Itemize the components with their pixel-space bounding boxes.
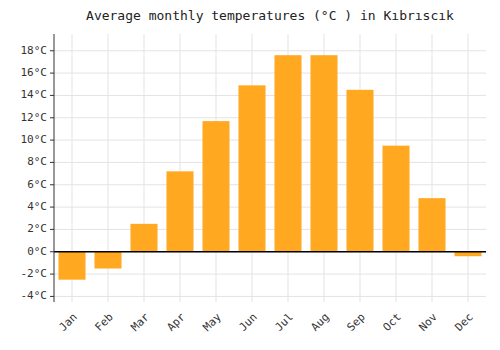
y-tick	[50, 229, 54, 230]
y-grid-line	[54, 251, 486, 252]
y-tick	[50, 50, 54, 51]
y-tick	[50, 73, 54, 74]
y-tick	[50, 162, 54, 163]
x-axis: Jan Feb Mar Apr May Jun Jul Aug Sep Oct Nov Dec	[57, 310, 476, 334]
bar	[311, 55, 338, 252]
y-grid-line	[54, 50, 486, 51]
y-grid-line	[54, 274, 486, 275]
y-tick-label: -4°C	[21, 289, 48, 302]
y-axis: -4°C -2°C 0°C 2°C 4°C 6°C 8°C 10°C 12°C 14°C 16°C 1…	[21, 34, 55, 302]
x-tick-label: Sep	[345, 311, 368, 334]
chart: Average monthly temperatures (°C ) in Kı…	[0, 0, 500, 350]
x-tick-label: Feb	[93, 311, 116, 334]
y-tick-label: 8°C	[27, 155, 47, 168]
y-tick-label: 14°C	[21, 88, 48, 101]
y-tick	[50, 207, 54, 208]
bar	[131, 224, 158, 252]
y-grid-line	[54, 184, 486, 185]
bar	[203, 121, 230, 252]
y-tick-label: 0°C	[27, 245, 47, 258]
bar	[383, 146, 410, 252]
y-tick-label: 6°C	[27, 178, 47, 191]
y-tick	[50, 184, 54, 185]
bar	[275, 55, 302, 252]
y-tick-label: 4°C	[27, 200, 47, 213]
x-tick-label: Jan	[57, 311, 80, 334]
bar	[419, 198, 446, 252]
x-tick-label: Nov	[417, 310, 441, 334]
y-tick-label: 10°C	[21, 133, 48, 146]
y-grid-line	[54, 117, 486, 118]
y-tick-label: -2°C	[21, 267, 48, 280]
x-tick-label: Jun	[237, 311, 260, 334]
bar	[95, 252, 122, 269]
y-tick	[50, 95, 54, 96]
y-tick	[50, 296, 54, 297]
zero-line	[54, 251, 486, 253]
y-axis-line	[54, 34, 55, 302]
y-tick-label: 18°C	[21, 44, 48, 57]
x-tick-label: Jul	[273, 311, 296, 334]
bar	[59, 252, 86, 280]
x-tick-label: Oct	[381, 311, 404, 334]
y-tick-label: 16°C	[21, 66, 48, 79]
y-tick	[50, 140, 54, 141]
x-grid-line	[468, 34, 469, 302]
y-grid-line	[54, 140, 486, 141]
x-grid-line	[180, 34, 181, 302]
x-tick-label: Mar	[129, 310, 153, 334]
x-tick-label: Apr	[165, 310, 189, 334]
y-grid-line	[54, 73, 486, 74]
x-grid-line	[432, 34, 433, 302]
y-tick-label: 12°C	[21, 111, 48, 124]
bars	[59, 55, 482, 279]
y-grid-line	[54, 95, 486, 96]
title: Average monthly temperatures (°C ) in Kı…	[86, 8, 454, 23]
y-tick	[50, 274, 54, 275]
y-tick-label: 2°C	[27, 222, 47, 235]
x-tick-label: May	[201, 310, 225, 334]
page: {"chart_data": {"type": "bar", "title": …	[0, 0, 500, 350]
y-tick	[50, 117, 54, 118]
x-tick-label: Aug	[309, 311, 332, 334]
grid	[54, 34, 486, 302]
bar	[239, 85, 266, 251]
x-tick-label: Dec	[453, 311, 476, 334]
x-grid-line	[144, 34, 145, 302]
bar	[347, 90, 374, 252]
y-tick	[50, 251, 54, 252]
y-grid-line	[54, 162, 486, 163]
y-grid-line	[54, 296, 486, 297]
bar	[167, 171, 194, 251]
